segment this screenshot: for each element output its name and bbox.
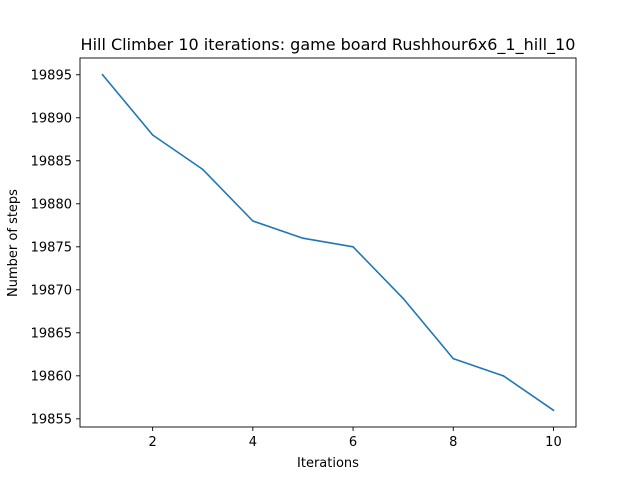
- series-line: [101, 73, 555, 412]
- data-point: [101, 73, 104, 76]
- y-axis-ticks: 19855 19860 19865 19870 19875 19880 19885 19890…: [31, 68, 80, 427]
- data-point: [151, 134, 154, 136]
- chart-title: Hill Climber 10 iterations: game board R…: [81, 35, 576, 55]
- data-point: [502, 375, 505, 377]
- x-tick-label: 8: [449, 435, 457, 450]
- y-tick-label: 19865: [31, 326, 72, 341]
- data-point: [252, 220, 254, 222]
- x-tick-label: 4: [249, 435, 257, 450]
- data-point: [201, 168, 204, 171]
- y-tick-label: 19875: [31, 240, 72, 255]
- y-tick-label: 19880: [31, 197, 72, 212]
- x-axis-ticks: 2 4 6 8 10: [149, 427, 562, 450]
- data-point: [452, 357, 455, 360]
- data-points: [101, 73, 555, 412]
- data-point: [402, 297, 404, 300]
- data-point: [352, 246, 354, 248]
- y-tick-label: 19895: [31, 68, 72, 83]
- y-tick-label: 19860: [31, 369, 72, 384]
- plot-frame: [79, 57, 577, 428]
- data-point: [302, 237, 304, 239]
- data-point: [552, 409, 555, 412]
- y-tick-label: 19890: [31, 111, 72, 126]
- x-tick-label: 6: [349, 435, 357, 450]
- x-axis-label: Iterations: [297, 456, 359, 471]
- y-tick-label: 19885: [31, 154, 72, 169]
- y-tick-label: 19870: [31, 283, 72, 298]
- x-tick-label: 2: [149, 435, 157, 450]
- y-axis-label: Number of steps: [6, 189, 21, 297]
- y-tick-label: 19855: [31, 412, 72, 427]
- x-tick-label: 10: [545, 435, 562, 450]
